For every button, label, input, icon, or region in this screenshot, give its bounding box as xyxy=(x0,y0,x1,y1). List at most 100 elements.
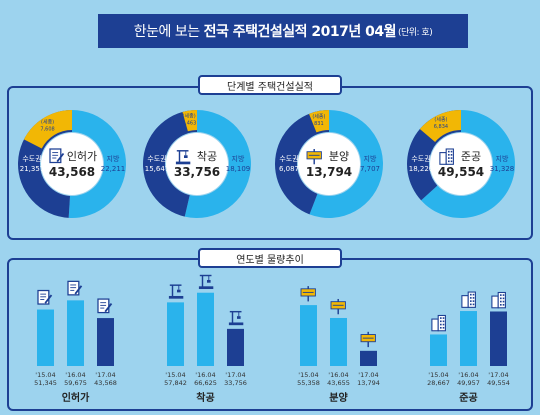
building-icon xyxy=(461,291,476,308)
bar-'17.04 xyxy=(227,328,244,366)
bar-value-label: 55,358 xyxy=(297,379,320,387)
title-main: 전국 주택건설실적 2017년 04월 xyxy=(203,24,397,40)
donut-sejong-value: 831 xyxy=(314,121,324,127)
donut-center xyxy=(166,133,228,195)
bar-period-label: '17.04 xyxy=(225,371,245,379)
donut-capital-label: 수도권 xyxy=(147,155,166,163)
bar-value-label: 49,554 xyxy=(487,379,510,387)
bar-period-label: '15.04 xyxy=(428,371,448,379)
donut-region-label: 지방 xyxy=(232,154,245,163)
bar-'15.04 xyxy=(430,334,447,366)
donut-sejong-value: 1,463 xyxy=(182,120,196,126)
bar-'15.04 xyxy=(167,302,184,366)
bar-group-label: 분양 xyxy=(329,392,348,404)
donut-sejong-value: 7,608 xyxy=(40,126,54,132)
donut-section-title: 단계별 주택건설실적 xyxy=(198,75,342,95)
donut-slice-sejong xyxy=(309,110,329,133)
bar-'17.04 xyxy=(97,318,114,366)
bar-'16.04 xyxy=(330,317,347,366)
donut-stage-label: 준공 xyxy=(461,150,481,163)
donut-slice-region xyxy=(309,110,383,218)
bar-period-label: '16.04 xyxy=(65,371,85,379)
donut-sejong-label: (세종) xyxy=(312,113,325,120)
donut-stage-label: 분양 xyxy=(329,150,349,163)
donut-sejong-label: (세종) xyxy=(183,112,196,119)
bar-value-label: 13,794 xyxy=(357,379,380,387)
donut-분양: 분양 13,794 수도권 6,087 지방 7,707 (세종)831 xyxy=(275,110,383,218)
donut-slice-capital xyxy=(275,110,329,215)
donut-sejong-label: (세종) xyxy=(434,116,447,123)
sale-sign-icon xyxy=(306,149,322,165)
bar-group-label: 준공 xyxy=(459,392,477,404)
bar-'16.04 xyxy=(460,311,477,366)
donut-인허가: 인허가 43,568 수도권 21,357 지방 22,211 (세종)7,608 xyxy=(18,110,127,219)
document-pen-icon xyxy=(97,298,113,314)
donut-capital-label: 수도권 xyxy=(279,155,298,163)
sale-sign-icon xyxy=(330,298,346,315)
donut-total: 33,756 xyxy=(174,165,220,179)
sale-sign-icon xyxy=(300,286,316,302)
donut-total: 13,794 xyxy=(306,165,352,179)
donut-region-label: 지방 xyxy=(364,154,377,163)
bar-period-label: '17.04 xyxy=(358,371,378,379)
donut-capital-value: 21,357 xyxy=(20,165,45,173)
bar-section-title: 연도별 물량추이 xyxy=(198,248,342,268)
bar-period-label: '17.04 xyxy=(488,371,508,379)
donut-capital-value: 18,226 xyxy=(409,165,434,173)
bar-'16.04 xyxy=(197,292,214,366)
bar-value-label: 33,756 xyxy=(224,379,247,387)
donut-center xyxy=(298,133,360,195)
crane-icon xyxy=(228,310,244,326)
building-icon xyxy=(431,314,446,332)
bar-period-label: '16.04 xyxy=(328,371,348,379)
donut-slice-sejong xyxy=(23,110,72,149)
donut-total: 43,568 xyxy=(49,165,95,179)
bar-value-label: 59,675 xyxy=(64,379,87,387)
bar-value-label: 43,655 xyxy=(327,379,350,387)
page-title: 한눈에 보는 전국 주택건설실적 2017년 04월 (단위: 호) xyxy=(98,14,468,48)
donut-slice-region xyxy=(68,110,127,219)
document-pen-icon xyxy=(49,148,65,164)
donut-capital-label: 수도권 xyxy=(22,155,41,163)
sale-sign-icon xyxy=(360,331,376,348)
donut-region-label: 지방 xyxy=(107,154,120,163)
bar-'17.04 xyxy=(490,311,507,366)
building-icon xyxy=(491,291,506,309)
donut-stage-label: 인허가 xyxy=(67,150,97,163)
bar-period-label: '16.04 xyxy=(195,371,215,379)
donut-region-value: 18,109 xyxy=(226,165,251,173)
document-pen-icon xyxy=(37,289,53,305)
donut-region-value: 7,707 xyxy=(360,165,380,173)
bar-value-label: 66,625 xyxy=(194,379,217,387)
donut-slice-sejong xyxy=(182,110,197,132)
donut-sejong-label: (세종) xyxy=(41,118,54,125)
donut-준공: 준공 49,554 수도권 18,226 지방 31,328 (세종)6,834 xyxy=(407,110,515,218)
donut-slice-capital xyxy=(142,110,197,217)
bar-value-label: 57,842 xyxy=(164,379,187,387)
bar-'17.04 xyxy=(360,350,377,366)
title-unit: (단위: 호) xyxy=(397,27,433,38)
crane-icon xyxy=(175,150,191,165)
donut-center xyxy=(41,133,103,195)
bar-'16.04 xyxy=(67,300,84,366)
bar-value-label: 43,568 xyxy=(94,379,117,387)
bar-value-label: 28,667 xyxy=(427,379,450,387)
donut-total: 49,554 xyxy=(438,165,484,179)
bar-period-label: '15.04 xyxy=(165,371,185,379)
donut-착공: 착공 33,756 수도권 15,647 지방 18,109 (세종)1,463 xyxy=(142,110,252,219)
donut-region-label: 지방 xyxy=(496,154,509,163)
bar-period-label: '17.04 xyxy=(95,371,115,379)
donut-capital-value: 6,087 xyxy=(279,165,299,173)
bar-period-label: '15.04 xyxy=(35,371,55,379)
title-prefix: 한눈에 보는 xyxy=(133,24,200,40)
donut-slice-sejong xyxy=(419,110,461,142)
building-icon xyxy=(439,148,454,165)
donut-center xyxy=(430,133,492,195)
donut-region-value: 31,328 xyxy=(490,165,515,173)
bar-group-label: 착공 xyxy=(196,391,214,404)
bar-period-label: '15.04 xyxy=(298,371,318,379)
